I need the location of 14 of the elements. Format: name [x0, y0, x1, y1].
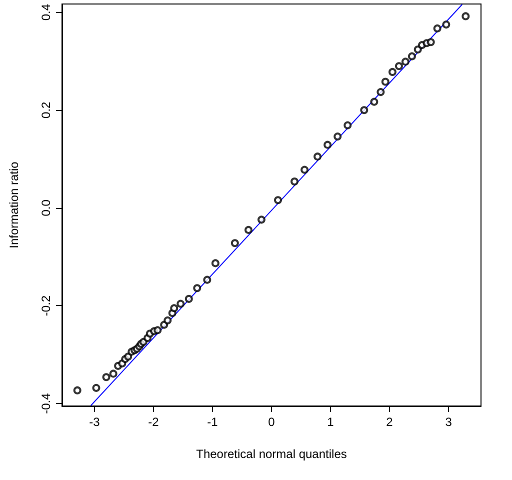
x-axis-title: Theoretical normal quantiles	[196, 447, 347, 461]
x-tick-label: -3	[89, 415, 100, 429]
y-tick-label: 0.4	[39, 4, 53, 21]
y-tick-label: -0.4	[39, 392, 53, 414]
y-tick-label: 0.2	[39, 101, 53, 118]
x-tick-label: 2	[386, 415, 394, 429]
x-tick-label: -2	[148, 415, 160, 429]
y-tick-label: 0.0	[39, 199, 53, 216]
x-tick-label: 1	[327, 415, 334, 429]
x-tick-label: -1	[207, 415, 218, 429]
y-tick-label: -0.2	[39, 295, 53, 316]
y-axis-title: Information ratio	[7, 161, 21, 248]
x-tick-label: 0	[268, 415, 276, 429]
x-tick-label: 3	[445, 415, 452, 429]
